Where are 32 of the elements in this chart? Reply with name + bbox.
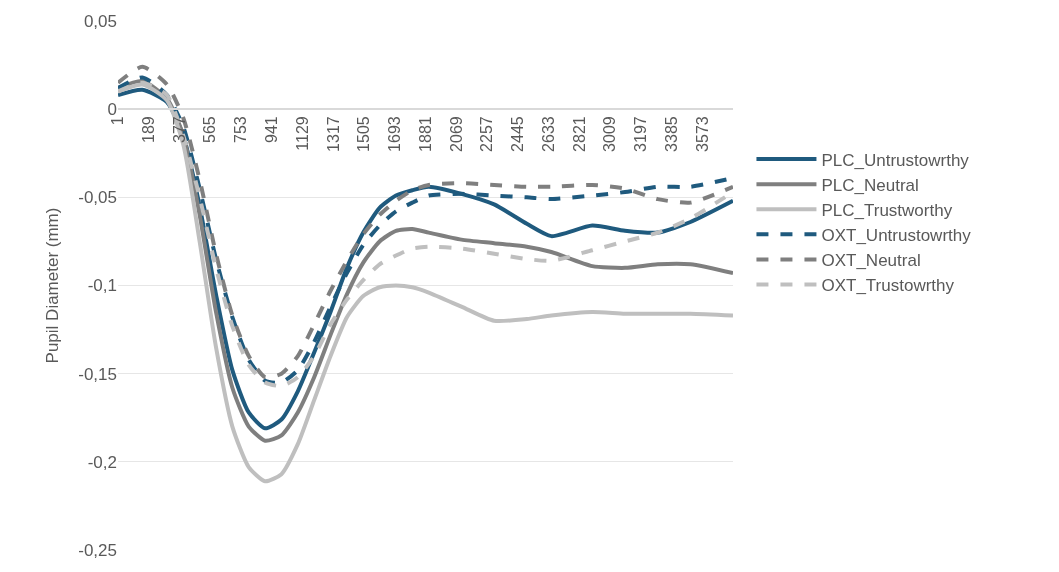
x-tick-label: 377	[170, 116, 188, 144]
legend-label: OXT_Trustowrthy	[821, 276, 955, 296]
x-tick-label: 2633	[539, 116, 557, 152]
legend-label: PLC_Trustworthy	[821, 200, 953, 220]
x-tick-label: 3385	[662, 116, 680, 152]
x-tick-label: 189	[139, 116, 157, 144]
x-tick-label: 1129	[293, 116, 311, 151]
x-tick-label: 753	[232, 116, 250, 144]
y-tick-label: 0,05	[83, 11, 117, 31]
x-tick-label: 941	[262, 116, 280, 144]
x-tick-label: 3197	[632, 116, 650, 152]
x-tick-label: 565	[201, 116, 219, 144]
y-tick-label: -0,1	[87, 276, 117, 296]
x-tick-label: 3573	[693, 116, 711, 152]
x-tick-label: 1317	[324, 116, 342, 152]
x-tick-label: 1505	[355, 116, 373, 152]
y-tick-label: -0,15	[78, 364, 117, 384]
x-tick-label: 2069	[447, 116, 465, 152]
x-tick-label: 2445	[509, 116, 527, 152]
x-tick-label: 1881	[416, 116, 434, 152]
y-tick-label: -0,2	[87, 452, 117, 472]
x-tick-label: 1693	[386, 116, 404, 152]
y-tick-label: -0,25	[78, 540, 117, 560]
y-tick-label: -0,05	[78, 188, 117, 208]
legend-label: OXT_Neutral	[821, 251, 921, 271]
x-tick-label: 3009	[601, 116, 619, 152]
legend-label: OXT_Untrustowrthy	[821, 226, 972, 245]
legend-label: PLC_Untrustowrthy	[821, 150, 970, 170]
x-tick-label: 2257	[478, 116, 496, 152]
y-axis-title: Pupil Diameter (mm)	[42, 207, 62, 364]
legend-label: PLC_Neutral	[821, 175, 919, 195]
x-tick-label: 2821	[570, 116, 588, 152]
